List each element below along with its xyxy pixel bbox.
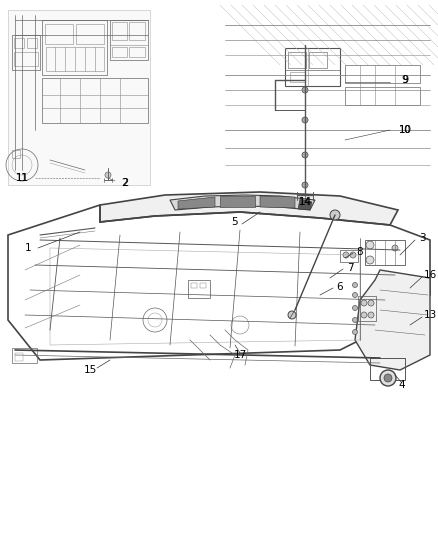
Circle shape: [361, 312, 367, 318]
Text: 5: 5: [232, 217, 238, 227]
Polygon shape: [8, 10, 150, 185]
Circle shape: [380, 370, 396, 386]
Bar: [46, 47, 104, 71]
Circle shape: [343, 252, 349, 258]
Text: 15: 15: [83, 365, 97, 375]
Bar: [290, 72, 305, 82]
Circle shape: [302, 117, 308, 123]
Bar: [110, 20, 148, 60]
Circle shape: [368, 300, 374, 306]
Bar: [370, 358, 405, 380]
Bar: [27, 38, 37, 48]
Text: 6: 6: [337, 282, 343, 292]
Text: 13: 13: [424, 310, 437, 320]
Circle shape: [384, 374, 392, 382]
Text: 10: 10: [399, 125, 411, 135]
Bar: [112, 22, 127, 40]
Bar: [129, 22, 145, 40]
Bar: [14, 52, 38, 66]
Bar: [42, 78, 148, 123]
Text: 16: 16: [424, 270, 437, 280]
Text: 8: 8: [357, 247, 363, 257]
Bar: [15, 353, 23, 361]
Circle shape: [368, 312, 374, 318]
Bar: [285, 48, 340, 86]
Bar: [345, 65, 420, 83]
Text: 1: 1: [25, 243, 31, 253]
Bar: [42, 20, 107, 75]
Circle shape: [330, 210, 340, 220]
Text: 10: 10: [399, 125, 412, 135]
Circle shape: [361, 300, 367, 306]
Circle shape: [392, 245, 398, 251]
Text: 2: 2: [122, 178, 128, 188]
Circle shape: [353, 318, 357, 322]
Circle shape: [353, 329, 357, 335]
Text: 14: 14: [298, 197, 311, 207]
Circle shape: [302, 87, 308, 93]
Polygon shape: [178, 197, 215, 209]
Circle shape: [353, 293, 357, 297]
Polygon shape: [100, 192, 398, 225]
Text: 11: 11: [16, 173, 28, 183]
Bar: [340, 250, 358, 262]
Circle shape: [366, 241, 374, 249]
Circle shape: [105, 172, 111, 178]
Circle shape: [353, 305, 357, 311]
Text: 2: 2: [122, 178, 128, 188]
Bar: [12, 150, 20, 158]
Bar: [200, 283, 206, 288]
Text: 17: 17: [233, 350, 247, 360]
Bar: [112, 47, 127, 57]
Circle shape: [288, 311, 296, 319]
Text: 11: 11: [15, 173, 28, 183]
Bar: [45, 24, 73, 44]
Bar: [12, 348, 37, 363]
Text: 3: 3: [419, 233, 425, 243]
Text: 4: 4: [399, 380, 405, 390]
Polygon shape: [220, 196, 255, 207]
Bar: [76, 24, 104, 44]
Circle shape: [366, 256, 374, 264]
Text: 7: 7: [347, 263, 353, 273]
Bar: [309, 52, 327, 68]
Bar: [358, 296, 376, 321]
Bar: [129, 47, 145, 57]
Polygon shape: [260, 196, 295, 208]
Circle shape: [353, 282, 357, 287]
Bar: [14, 38, 24, 48]
Text: 14: 14: [299, 197, 311, 207]
Circle shape: [302, 182, 308, 188]
Bar: [365, 240, 405, 265]
Text: 9: 9: [402, 75, 408, 85]
Bar: [188, 280, 210, 298]
Polygon shape: [298, 199, 312, 210]
Circle shape: [302, 152, 308, 158]
Circle shape: [350, 252, 356, 258]
Bar: [288, 52, 306, 68]
Polygon shape: [170, 195, 315, 210]
Text: 9: 9: [402, 75, 408, 85]
Bar: [191, 283, 197, 288]
Polygon shape: [355, 270, 430, 370]
Bar: [345, 87, 420, 105]
Bar: [12, 35, 40, 70]
